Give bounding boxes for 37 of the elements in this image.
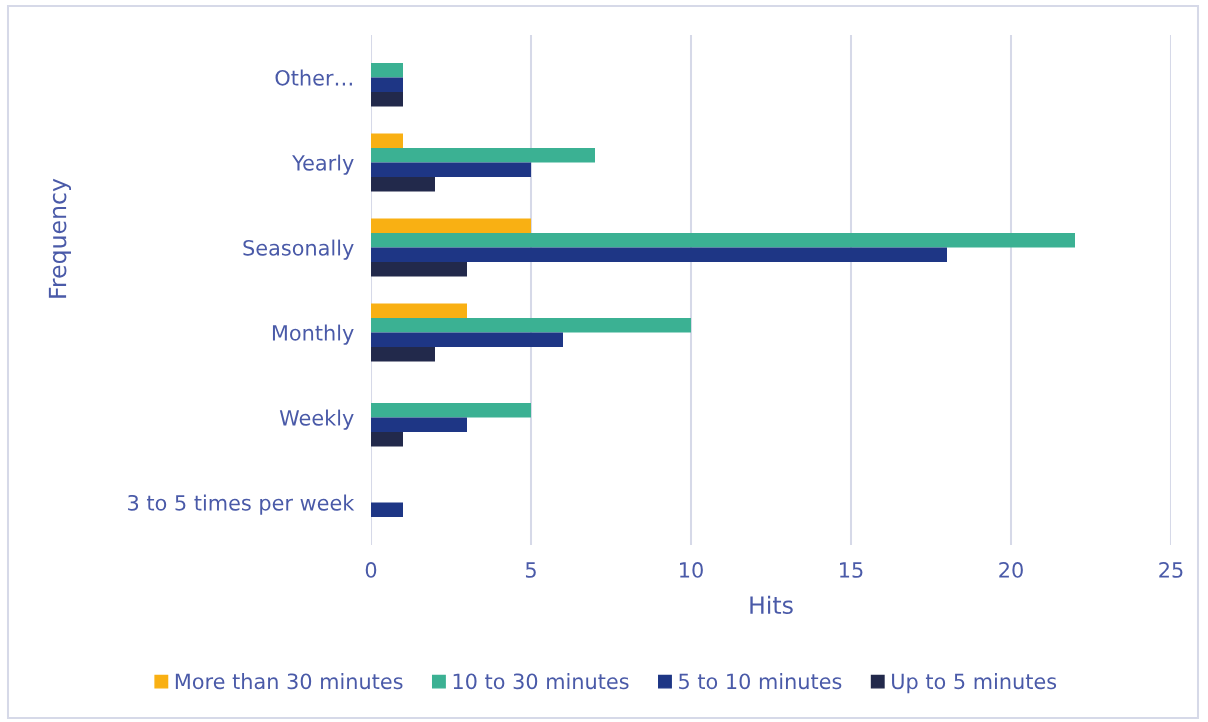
bar: [371, 63, 403, 78]
bar: [371, 417, 467, 432]
bar: [371, 261, 467, 277]
bar: [371, 176, 435, 192]
legend-label: Up to 5 minutes: [892, 673, 1057, 694]
bar: [371, 133, 403, 149]
bar: [371, 431, 403, 447]
y-tick-label: 3 to 5 times per week: [128, 494, 355, 515]
y-tick-label: Seasonally: [243, 239, 354, 260]
x-tick-label: 5: [525, 562, 536, 578]
bar: [371, 247, 947, 262]
bar: [371, 403, 531, 418]
x-tick-label: 20: [999, 562, 1023, 578]
legend-label: 10 to 30 minutes: [453, 673, 629, 690]
x-tick-label: 25: [1159, 562, 1183, 578]
bar: [371, 77, 403, 92]
x-tick-label: 10: [680, 562, 703, 578]
legend-label: More than 30 minutes: [175, 673, 403, 690]
bar: [371, 346, 435, 362]
y-tick-label: Yearly: [292, 154, 354, 175]
y-tick-label: Monthly: [272, 324, 354, 345]
bar: [371, 162, 531, 177]
x-tick-label: 15: [840, 562, 863, 578]
bar: [371, 218, 531, 234]
y-tick-label: Other…: [275, 69, 352, 86]
y-axis-title: Frequency: [48, 178, 71, 298]
bar: [371, 332, 563, 347]
x-axis-title: Hits: [750, 595, 793, 614]
bar: [371, 303, 467, 319]
bar: [371, 148, 595, 163]
bar: [371, 502, 403, 517]
legend-label: 5 to 10 minutes: [679, 673, 842, 690]
bar: [371, 318, 691, 333]
x-tick-label: 0: [365, 562, 377, 578]
bar: [371, 233, 1075, 248]
y-tick-label: Weekly: [279, 409, 354, 430]
bar: [371, 91, 403, 107]
